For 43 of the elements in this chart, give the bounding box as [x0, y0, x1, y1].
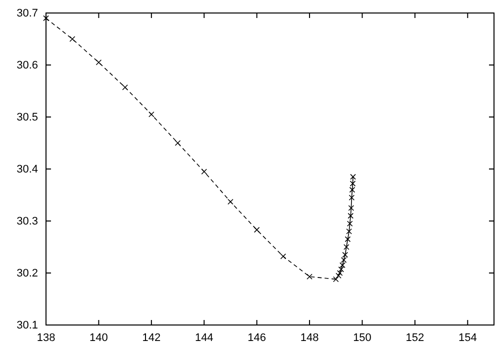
x-tick-label: 154	[458, 332, 477, 344]
point	[348, 205, 354, 211]
point	[96, 60, 102, 66]
point	[338, 266, 344, 272]
point	[148, 112, 154, 118]
point	[122, 84, 128, 90]
point	[340, 257, 347, 263]
point	[344, 244, 350, 250]
x-tick-label: 142	[142, 332, 161, 344]
x-tick-label: 144	[194, 332, 214, 344]
point	[174, 140, 181, 146]
point	[336, 272, 342, 278]
x-tick-label: 146	[248, 332, 266, 344]
x-tick-label: 138	[36, 332, 56, 344]
point	[350, 180, 356, 186]
y-tick-label: 30.6	[16, 60, 38, 72]
point	[344, 236, 351, 242]
point	[69, 36, 76, 42]
x-tick-label: 148	[300, 332, 319, 344]
x-tick-label: 152	[406, 332, 424, 344]
point	[340, 262, 346, 268]
x-tick-label: 150	[353, 332, 372, 344]
y-tick-label: 30.2	[16, 268, 38, 280]
y-tick-label: 30.7	[16, 8, 38, 20]
point	[346, 228, 352, 234]
y-tick-label: 30.4	[16, 164, 38, 176]
point	[342, 252, 348, 258]
y-tick-label: 30.5	[16, 112, 38, 124]
point	[228, 198, 234, 205]
point	[201, 168, 208, 174]
y-tick-label: 30.3	[16, 216, 38, 228]
point	[350, 174, 356, 180]
point	[336, 270, 343, 276]
point	[348, 212, 354, 219]
point	[280, 253, 286, 260]
point	[254, 226, 260, 233]
point	[348, 194, 355, 200]
point	[306, 274, 312, 280]
y-tick-label: 30.1	[16, 320, 38, 332]
x-tick-label: 140	[90, 332, 108, 344]
point	[346, 220, 353, 226]
point	[43, 15, 49, 22]
point	[349, 186, 356, 193]
